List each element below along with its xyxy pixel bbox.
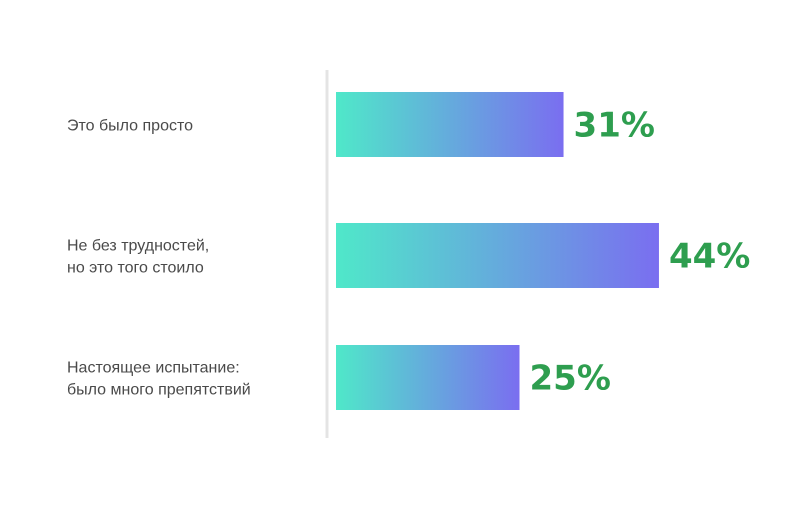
category-label-line: Не без трудностей, (67, 238, 209, 255)
value-label-2: 44% (669, 237, 750, 277)
category-label-2: Не без трудностей, но это того стоило (67, 238, 209, 277)
category-label-3: Настоящее испытание: было много препятств… (67, 360, 251, 399)
bar-3 (336, 345, 520, 410)
category-label-line: но это того стоило (67, 260, 204, 277)
value-label-3: 25% (530, 359, 611, 399)
bar-2 (336, 223, 659, 288)
category-label-1: Это было просто (67, 118, 193, 135)
category-label-line: было много препятствий (67, 382, 251, 399)
value-label-1: 31% (574, 106, 655, 146)
category-label-line: Настоящее испытание: (67, 360, 240, 377)
category-label-line: Это было просто (67, 118, 193, 135)
bar-1 (336, 92, 564, 157)
